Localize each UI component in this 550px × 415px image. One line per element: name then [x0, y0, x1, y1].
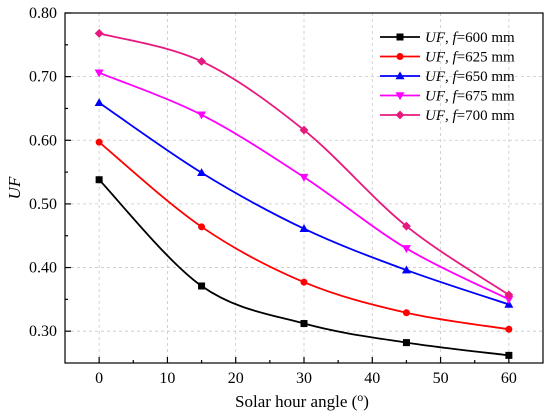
- y-tick-label: 0.50: [29, 196, 57, 213]
- data-point: [299, 173, 309, 182]
- legend-label-sep: ,: [445, 108, 453, 124]
- data-point: [95, 176, 103, 184]
- y-axis-title: UF: [5, 176, 24, 199]
- x-axis-title-suffix: ): [363, 392, 369, 411]
- series-layer: [94, 28, 514, 359]
- legend-label: UF, f=675 mm: [425, 89, 515, 105]
- legend-label-f: f: [453, 69, 459, 85]
- legend-label-value: =700 mm: [457, 108, 515, 124]
- x-tick-label: 60: [501, 370, 517, 387]
- data-point: [402, 221, 411, 231]
- series-5: [94, 28, 514, 300]
- legend-label-uf: UF: [425, 108, 446, 124]
- series-4: [94, 69, 514, 304]
- legend-item: UF, f=675 mm: [380, 89, 515, 105]
- legend-swatch-marker: [396, 52, 404, 60]
- legend-swatch-marker: [395, 110, 405, 120]
- legend-label-sep: ,: [445, 50, 453, 66]
- legend-label-sep: ,: [445, 30, 453, 46]
- data-point: [94, 69, 104, 78]
- x-tick-label: 0: [95, 370, 103, 387]
- y-tick-label: 0.30: [29, 323, 57, 340]
- x-tick-label: 50: [433, 370, 449, 387]
- y-tick-label: 0.60: [29, 132, 57, 149]
- data-point: [505, 325, 513, 333]
- data-point: [198, 223, 206, 231]
- legend-label-value: =650 mm: [457, 69, 515, 85]
- y-tick-label: 0.80: [29, 5, 57, 22]
- svg-text:Solar hour angle (o): Solar hour angle (o): [235, 390, 369, 411]
- legend-label-f: f: [453, 50, 459, 66]
- series-1: [95, 176, 513, 359]
- data-point: [299, 224, 309, 233]
- data-point: [197, 111, 207, 120]
- data-point: [504, 290, 514, 300]
- legend-label: UF, f=625 mm: [425, 50, 515, 66]
- x-axis-title-unit: o: [357, 390, 363, 404]
- legend-label: UF, f=700 mm: [425, 108, 515, 124]
- legend-item: UF, f=625 mm: [380, 50, 515, 66]
- legend-label-f: f: [453, 108, 459, 124]
- data-point: [401, 265, 411, 274]
- x-tick-label: 10: [159, 370, 175, 387]
- legend-label-f: f: [453, 89, 459, 105]
- axis-ticks: 0 10 20 30 40 50 60 0.30 0.40 0.50 0.60 0.70 0.80: [29, 5, 517, 387]
- legend-swatch-marker: [396, 33, 404, 41]
- data-point: [401, 245, 411, 254]
- data-point: [299, 125, 309, 135]
- x-tick-label: 40: [364, 370, 380, 387]
- grid: [65, 12, 543, 363]
- series-2: [95, 138, 513, 333]
- legend-label-value: =675 mm: [457, 89, 515, 105]
- legend-item: UF, f=650 mm: [380, 69, 515, 85]
- data-point: [95, 138, 103, 146]
- legend-label-f: f: [453, 30, 459, 46]
- data-point: [197, 168, 207, 177]
- legend-swatch-marker: [395, 92, 405, 101]
- data-point: [197, 56, 206, 66]
- x-axis-title-text: Solar hour angle (: [235, 392, 358, 411]
- data-point: [300, 320, 308, 328]
- legend-label-uf: UF: [425, 50, 446, 66]
- legend-label-uf: UF: [425, 89, 446, 105]
- legend-label: UF, f=600 mm: [425, 30, 515, 46]
- legend-label-value: =600 mm: [457, 30, 515, 46]
- x-tick-label: 20: [228, 370, 244, 387]
- x-axis-title: Solar hour angle (o): [235, 390, 369, 411]
- data-point: [94, 98, 104, 107]
- legend-item: UF, f=600 mm: [380, 30, 515, 46]
- legend-swatch-marker: [395, 71, 405, 80]
- data-point: [198, 282, 206, 290]
- data-point: [94, 28, 104, 38]
- y-tick-label: 0.40: [29, 260, 57, 277]
- x-tick-label: 30: [296, 370, 312, 387]
- legend-label-sep: ,: [445, 69, 453, 85]
- legend-label-uf: UF: [425, 69, 446, 85]
- data-point: [300, 278, 308, 286]
- legend-label-sep: ,: [445, 89, 453, 105]
- y-tick-label: 0.70: [29, 69, 57, 86]
- legend-label-uf: UF: [425, 30, 446, 46]
- legend-label-value: =625 mm: [457, 50, 515, 66]
- data-point: [402, 339, 410, 347]
- legend-label: UF, f=650 mm: [425, 69, 515, 85]
- data-point: [402, 309, 410, 317]
- legend-item: UF, f=700 mm: [380, 108, 515, 124]
